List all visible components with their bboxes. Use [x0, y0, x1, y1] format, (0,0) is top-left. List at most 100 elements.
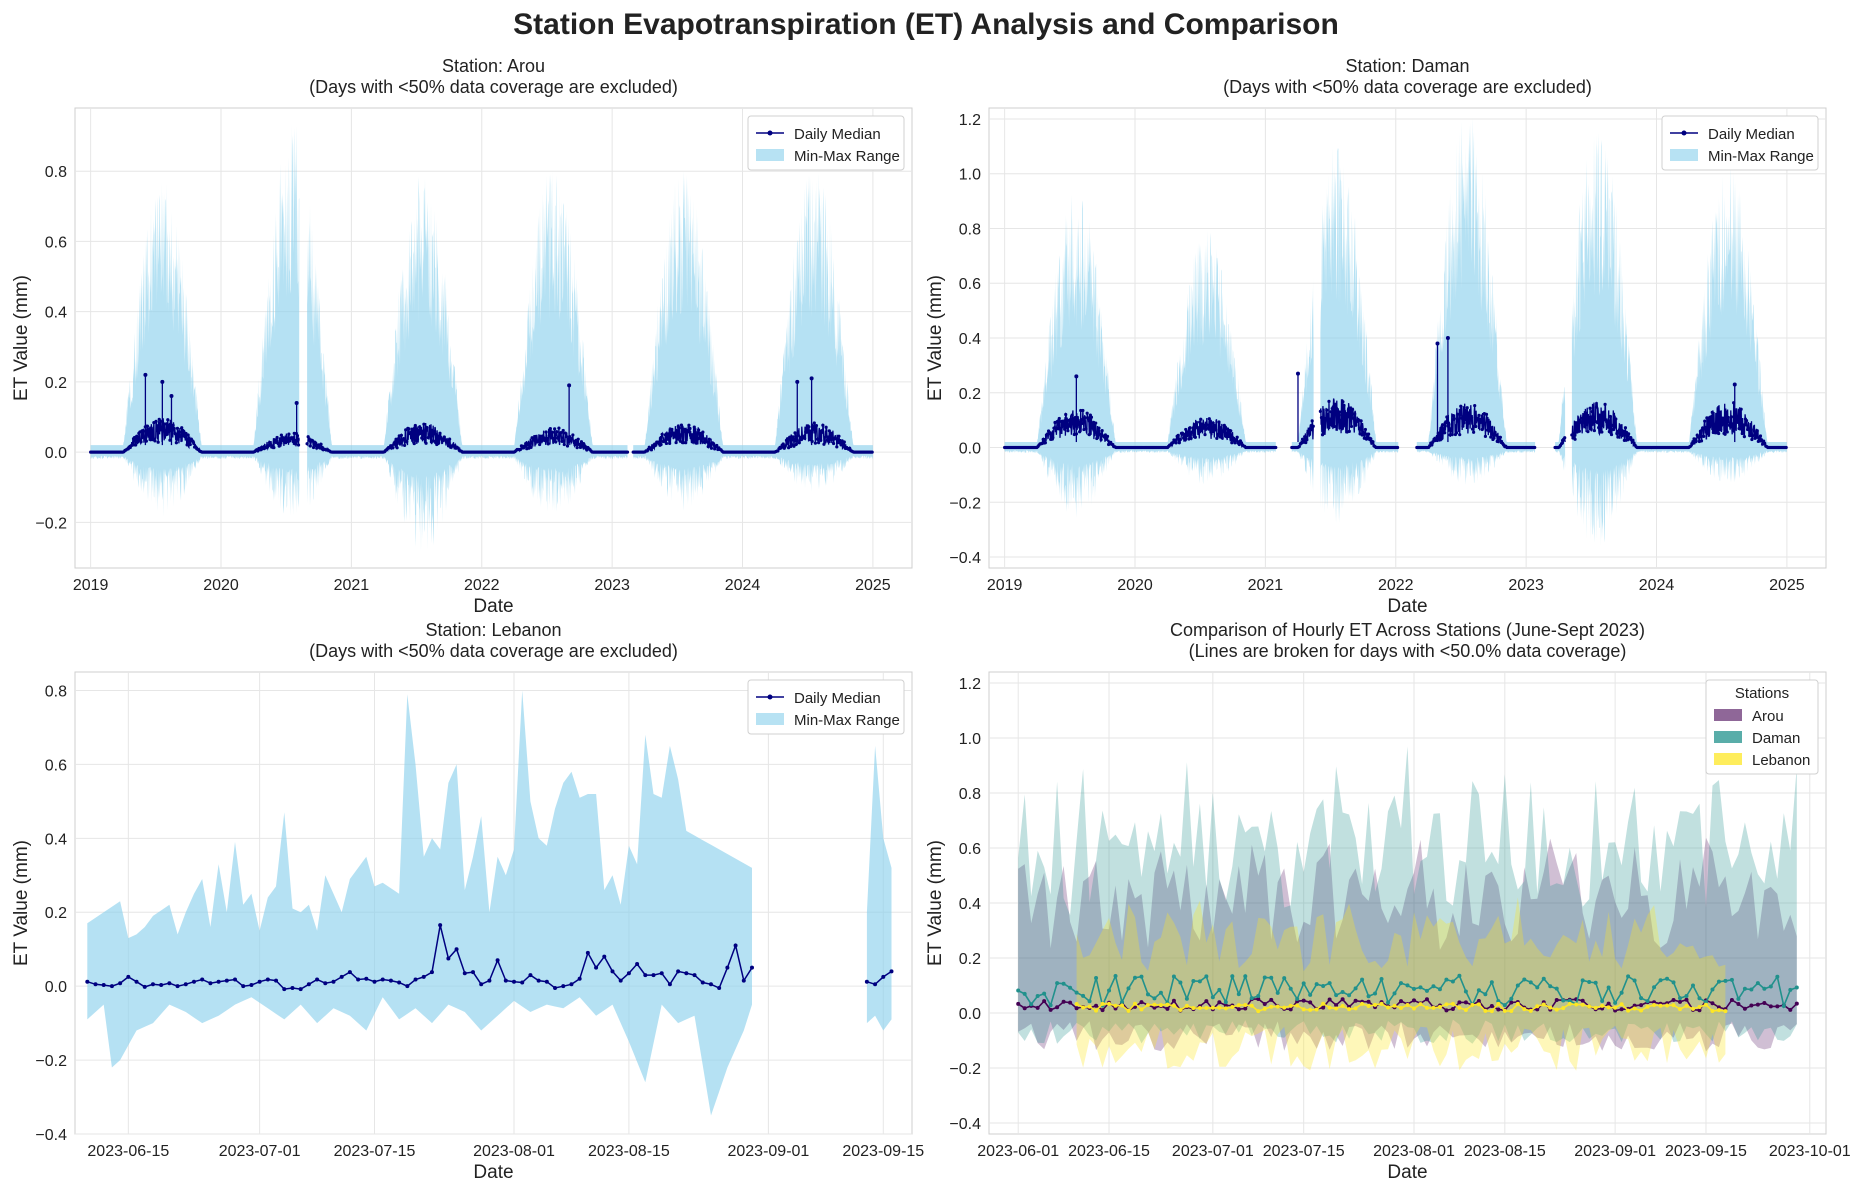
median-point	[1340, 1004, 1345, 1009]
median-point	[1399, 981, 1404, 986]
median-point	[565, 444, 570, 448]
median-point	[1342, 403, 1346, 407]
median-point	[1230, 1004, 1235, 1009]
median-point	[1105, 434, 1110, 438]
median-point	[1198, 420, 1202, 424]
median-point	[1057, 416, 1061, 421]
median-point	[1206, 426, 1210, 430]
median-point	[1322, 431, 1326, 435]
median-point	[567, 383, 572, 388]
median-point	[421, 974, 426, 979]
median-point	[1710, 1001, 1715, 1006]
y-tick-label: −0.2	[35, 515, 67, 532]
median-point	[575, 446, 579, 450]
median-point	[156, 440, 160, 444]
median-point	[470, 970, 475, 975]
x-tick-label: 2019	[73, 577, 109, 594]
median-point	[1174, 441, 1178, 445]
median-point	[1200, 422, 1204, 426]
median-point	[540, 439, 544, 443]
median-point	[1467, 411, 1471, 415]
median-point	[1178, 1008, 1183, 1013]
median-point	[1411, 986, 1416, 991]
median-point	[1256, 1009, 1261, 1014]
median-point	[618, 978, 623, 983]
median-point	[1074, 1006, 1079, 1011]
median-point	[1561, 1006, 1566, 1011]
median-point	[438, 923, 443, 928]
panel-2: −0.4 −0.2 0.0 0.2 0.4 0.6 0.8 2023-06-15 2023-07…	[11, 620, 924, 1183]
median-point	[1217, 1000, 1222, 1005]
median-point	[578, 445, 582, 449]
median-point	[594, 965, 599, 970]
median-point	[1588, 406, 1592, 410]
median-point	[1209, 421, 1214, 425]
median-point	[1301, 998, 1306, 1003]
median-point	[1199, 417, 1203, 421]
median-point	[183, 434, 187, 439]
median-point	[564, 434, 569, 439]
median-point	[687, 423, 691, 427]
median-point	[323, 981, 328, 986]
median-point	[1450, 1001, 1455, 1006]
median-point	[1580, 978, 1585, 983]
median-point	[438, 431, 442, 435]
median-point	[93, 982, 98, 987]
median-point	[155, 426, 159, 430]
median-point	[1230, 974, 1235, 979]
median-point	[1068, 985, 1073, 990]
median-point	[808, 437, 812, 442]
median-point	[1573, 437, 1577, 441]
median-point	[1658, 1003, 1663, 1008]
plot-area	[74, 107, 913, 569]
median-point	[1098, 432, 1102, 436]
median-point	[1107, 988, 1112, 993]
legend-patch-swatch	[756, 713, 784, 725]
median-point	[1541, 976, 1546, 981]
median-point	[1152, 996, 1157, 1001]
median-point	[1145, 992, 1150, 997]
x-tick-label: 2023-07-01	[219, 1143, 301, 1160]
median-point	[783, 444, 787, 448]
median-point	[717, 986, 722, 991]
median-point	[1752, 428, 1756, 433]
median-point	[1781, 1003, 1786, 1008]
median-point	[1758, 434, 1763, 438]
median-point	[1216, 432, 1220, 437]
median-point	[1698, 429, 1703, 433]
median-point	[1496, 1007, 1501, 1012]
median-point	[1600, 999, 1605, 1004]
median-point	[1308, 1000, 1313, 1005]
median-point	[1314, 1007, 1319, 1012]
median-point	[1405, 1002, 1410, 1007]
median-point	[1457, 418, 1461, 422]
median-point	[1107, 1001, 1112, 1006]
legend-label: Daily Median	[794, 126, 881, 143]
median-point	[419, 430, 423, 434]
median-point	[175, 984, 180, 989]
median-point	[1671, 980, 1676, 985]
median-point	[664, 441, 669, 446]
x-axis-label: Date	[1387, 1162, 1427, 1183]
median-point	[570, 437, 574, 441]
min-max-range-area	[90, 124, 300, 517]
median-point	[1729, 977, 1734, 982]
median-point	[290, 986, 295, 991]
median-point	[1055, 981, 1060, 986]
median-point	[185, 443, 189, 447]
median-point	[1528, 980, 1533, 985]
median-point	[1094, 1008, 1099, 1013]
median-point	[563, 431, 567, 435]
median-point	[543, 437, 547, 441]
median-point	[306, 982, 311, 987]
median-point	[1697, 996, 1702, 1001]
median-point	[797, 441, 801, 445]
median-point	[548, 426, 552, 431]
median-point	[663, 433, 667, 437]
median-point	[1768, 1004, 1773, 1009]
median-point	[1619, 990, 1624, 995]
median-point	[1492, 436, 1496, 440]
median-point	[1042, 991, 1047, 996]
y-tick-label: −0.4	[35, 1127, 67, 1144]
median-point	[1728, 424, 1733, 428]
